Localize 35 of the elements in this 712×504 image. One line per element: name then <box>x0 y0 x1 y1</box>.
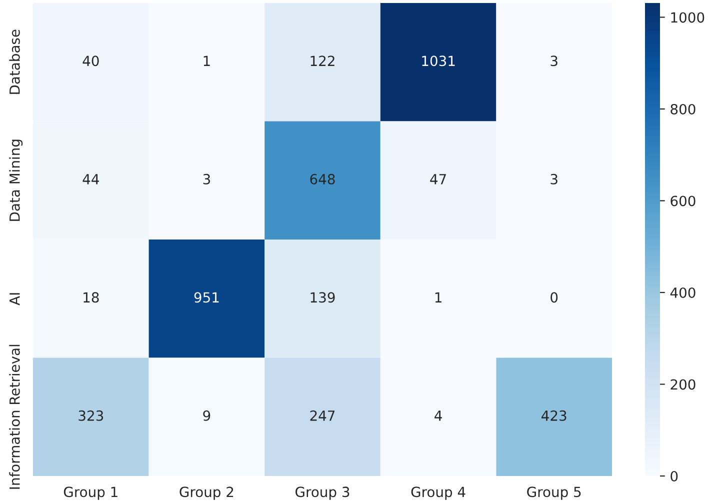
data-label: 1 <box>204 56 210 66</box>
color-bar-label: 0 <box>670 470 678 482</box>
y-tick-label: Information Retrieval <box>9 344 20 489</box>
x-tick-label: Group 5 <box>527 486 581 500</box>
data-label: 247 <box>310 410 335 421</box>
data-label: 648 <box>310 174 335 184</box>
y-tick-label: AI <box>10 293 20 306</box>
data-label: 139 <box>310 292 335 303</box>
x-tick-label: Group 3 <box>296 486 350 500</box>
data-label: 0 <box>550 292 558 303</box>
x-tick-label: Group 1 <box>64 486 118 500</box>
data-label: 44 <box>82 174 99 184</box>
x-tick-label: Group 4 <box>411 486 466 500</box>
data-label: 47 <box>430 174 446 184</box>
y-tick-label: Database <box>9 30 20 94</box>
color-bar-label: 200 <box>670 379 696 390</box>
y-tick-label: Data Mining <box>9 140 23 221</box>
color-bar-label: 600 <box>670 196 696 206</box>
data-label: 323 <box>78 410 104 421</box>
data-label: 18 <box>84 292 99 303</box>
data-label: 3 <box>550 56 558 66</box>
x-tick-label: Group 2 <box>180 486 234 500</box>
data-label: 3 <box>203 174 210 184</box>
data-label: 951 <box>194 292 219 303</box>
data-label: 122 <box>310 56 334 66</box>
data-label: 40 <box>82 56 99 66</box>
color-bar-label: 400 <box>670 287 696 298</box>
data-label: 1031 <box>422 56 455 66</box>
data-label: 1 <box>435 292 442 302</box>
color-bar-label: 1000 <box>671 12 704 23</box>
data-label: 4 <box>434 410 442 421</box>
color-bar-label: 800 <box>670 104 696 114</box>
data-label: 3 <box>550 174 558 184</box>
data-label: 423 <box>542 410 566 421</box>
data-label: 9 <box>203 410 210 421</box>
